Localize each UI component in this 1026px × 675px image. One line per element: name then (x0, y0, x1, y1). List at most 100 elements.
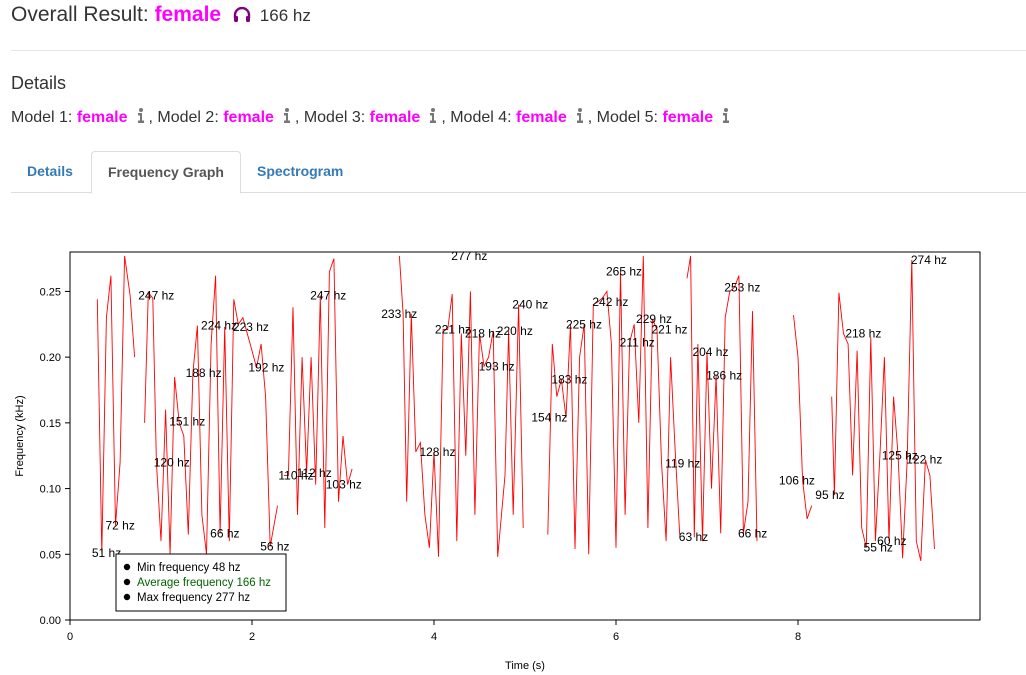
legend-marker (123, 563, 131, 571)
frequency-annotation: 211 hz (620, 336, 655, 350)
legend-box (115, 553, 287, 612)
frequency-annotation: 277 hz (451, 249, 487, 263)
tab-spectrogram[interactable]: Spectrogram (257, 163, 344, 179)
info-icon[interactable] (429, 108, 437, 128)
separator: , (294, 109, 304, 126)
frequency-annotation: 63 hz (679, 530, 708, 544)
info-icon[interactable] (283, 108, 291, 128)
y-axis-label: Frequency (kHz) (14, 395, 26, 476)
info-icon[interactable] (722, 108, 730, 128)
y-tick-label: 0.25 (40, 286, 61, 298)
model-label: Model 2: (157, 109, 224, 126)
model-results: Model 1: female, Model 2: female, Model … (11, 108, 734, 128)
model-label: Model 5: (596, 109, 663, 126)
model-gender: female (223, 109, 274, 126)
y-tick-label: 0.20 (40, 352, 61, 364)
plot-frame (69, 251, 981, 621)
x-tick-label: 6 (613, 631, 619, 643)
frequency-annotation: 186 hz (706, 369, 742, 383)
frequency-annotation: 51 hz (92, 546, 121, 560)
frequency-series-line (398, 255, 524, 557)
overall-frequency: 166 hz (259, 6, 311, 25)
model-label: Model 3: (303, 109, 370, 126)
frequency-annotation: 247 hz (138, 288, 174, 302)
frequency-annotation: 242 hz (592, 295, 628, 309)
tab-bar: Details Frequency Graph Spectrogram (11, 151, 1026, 194)
model-gender: female (76, 109, 128, 126)
y-tick-label: 0.10 (40, 484, 61, 496)
info-icon[interactable] (576, 108, 584, 128)
overall-result-label: Overall Result: (11, 3, 149, 26)
frequency-series-line (831, 259, 935, 561)
headphones-icon[interactable] (233, 5, 251, 29)
y-tick-label: 0.15 (40, 418, 61, 430)
frequency-annotation: 218 hz (845, 326, 881, 340)
frequency-annotation: 193 hz (479, 359, 515, 373)
frequency-annotation: 274 hz (911, 253, 947, 267)
overall-gender: female (154, 3, 222, 26)
frequency-annotation: 66 hz (210, 526, 239, 540)
frequency-annotation: 125 hz (882, 449, 918, 463)
frequency-annotation: 60 hz (877, 534, 906, 548)
frequency-annotation: 106 hz (779, 474, 815, 488)
x-axis-label: Time (s) (505, 660, 545, 672)
frequency-annotation: 110 hz (278, 468, 313, 482)
separator: , (441, 109, 451, 126)
frequency-annotation: 119 hz (665, 457, 700, 471)
x-tick-label: 2 (249, 631, 255, 643)
divider (11, 50, 1026, 51)
frequency-annotation: 154 hz (531, 411, 567, 425)
model-label: Model 1: (11, 109, 77, 126)
frequency-annotation: 265 hz (606, 265, 642, 279)
frequency-annotation: 103 hz (326, 478, 362, 492)
separator: , (587, 109, 597, 126)
legend-label: Max frequency 277 hz (137, 592, 250, 604)
frequency-series-line (686, 255, 758, 542)
model-gender: female (516, 109, 567, 126)
frequency-annotation: 95 hz (815, 488, 844, 502)
frequency-annotation: 183 hz (551, 372, 587, 386)
frequency-annotation: 72 hz (106, 518, 135, 532)
frequency-annotation: 66 hz (738, 526, 767, 540)
frequency-annotation: 55 hz (864, 541, 893, 555)
legend-label: Min frequency 48 hz (137, 562, 241, 574)
frequency-annotation: 224 hz (201, 319, 237, 333)
tab-frequency-graph[interactable]: Frequency Graph (91, 151, 241, 194)
model-label: Model 4: (450, 109, 517, 126)
frequency-annotation: 220 hz (497, 324, 533, 338)
legend-marker (123, 593, 131, 601)
frequency-annotation: 151 hz (169, 415, 205, 429)
frequency-annotation: 56 hz (260, 539, 289, 553)
y-tick-label: 0.00 (40, 615, 61, 627)
frequency-annotation: 188 hz (186, 366, 222, 380)
model-gender: female (662, 109, 714, 126)
frequency-annotation: 192 hz (248, 361, 284, 375)
frequency-series-line (547, 255, 681, 555)
legend-marker (123, 578, 131, 586)
frequency-annotation: 218 hz (465, 326, 501, 340)
x-tick-label: 4 (431, 631, 437, 643)
x-tick-label: 0 (67, 631, 73, 643)
frequency-series-line (144, 275, 278, 555)
x-tick-label: 8 (795, 631, 801, 643)
y-tick-label: 0.05 (40, 549, 61, 561)
frequency-annotation: 253 hz (724, 280, 760, 294)
frequency-annotation: 128 hz (419, 445, 455, 459)
frequency-annotation: 204 hz (692, 345, 728, 359)
frequency-series-line (96, 255, 136, 554)
details-heading: Details (11, 73, 67, 93)
frequency-annotation: 221 hz (652, 323, 688, 337)
frequency-chart: 0.00 0.05 0.10 0.15 0.20 0.25 0 2 4 6 8 Time (s) Fre… (14, 249, 981, 672)
tab-details[interactable]: Details (27, 163, 73, 179)
frequency-annotation: 221 hz (435, 323, 471, 337)
model-gender: female (369, 109, 421, 126)
overall-result: Overall Result: female 166 hz (11, 3, 311, 29)
frequency-annotation: 120 hz (154, 455, 190, 469)
info-icon[interactable] (137, 108, 145, 128)
legend-label: Average frequency 166 hz (137, 577, 271, 589)
frequency-annotation: 229 hz (636, 312, 672, 326)
frequency-series-line (793, 315, 813, 519)
frequency-annotation: 223 hz (233, 320, 269, 334)
frequency-annotation: 247 hz (310, 288, 346, 302)
frequency-annotation: 225 hz (566, 317, 602, 331)
